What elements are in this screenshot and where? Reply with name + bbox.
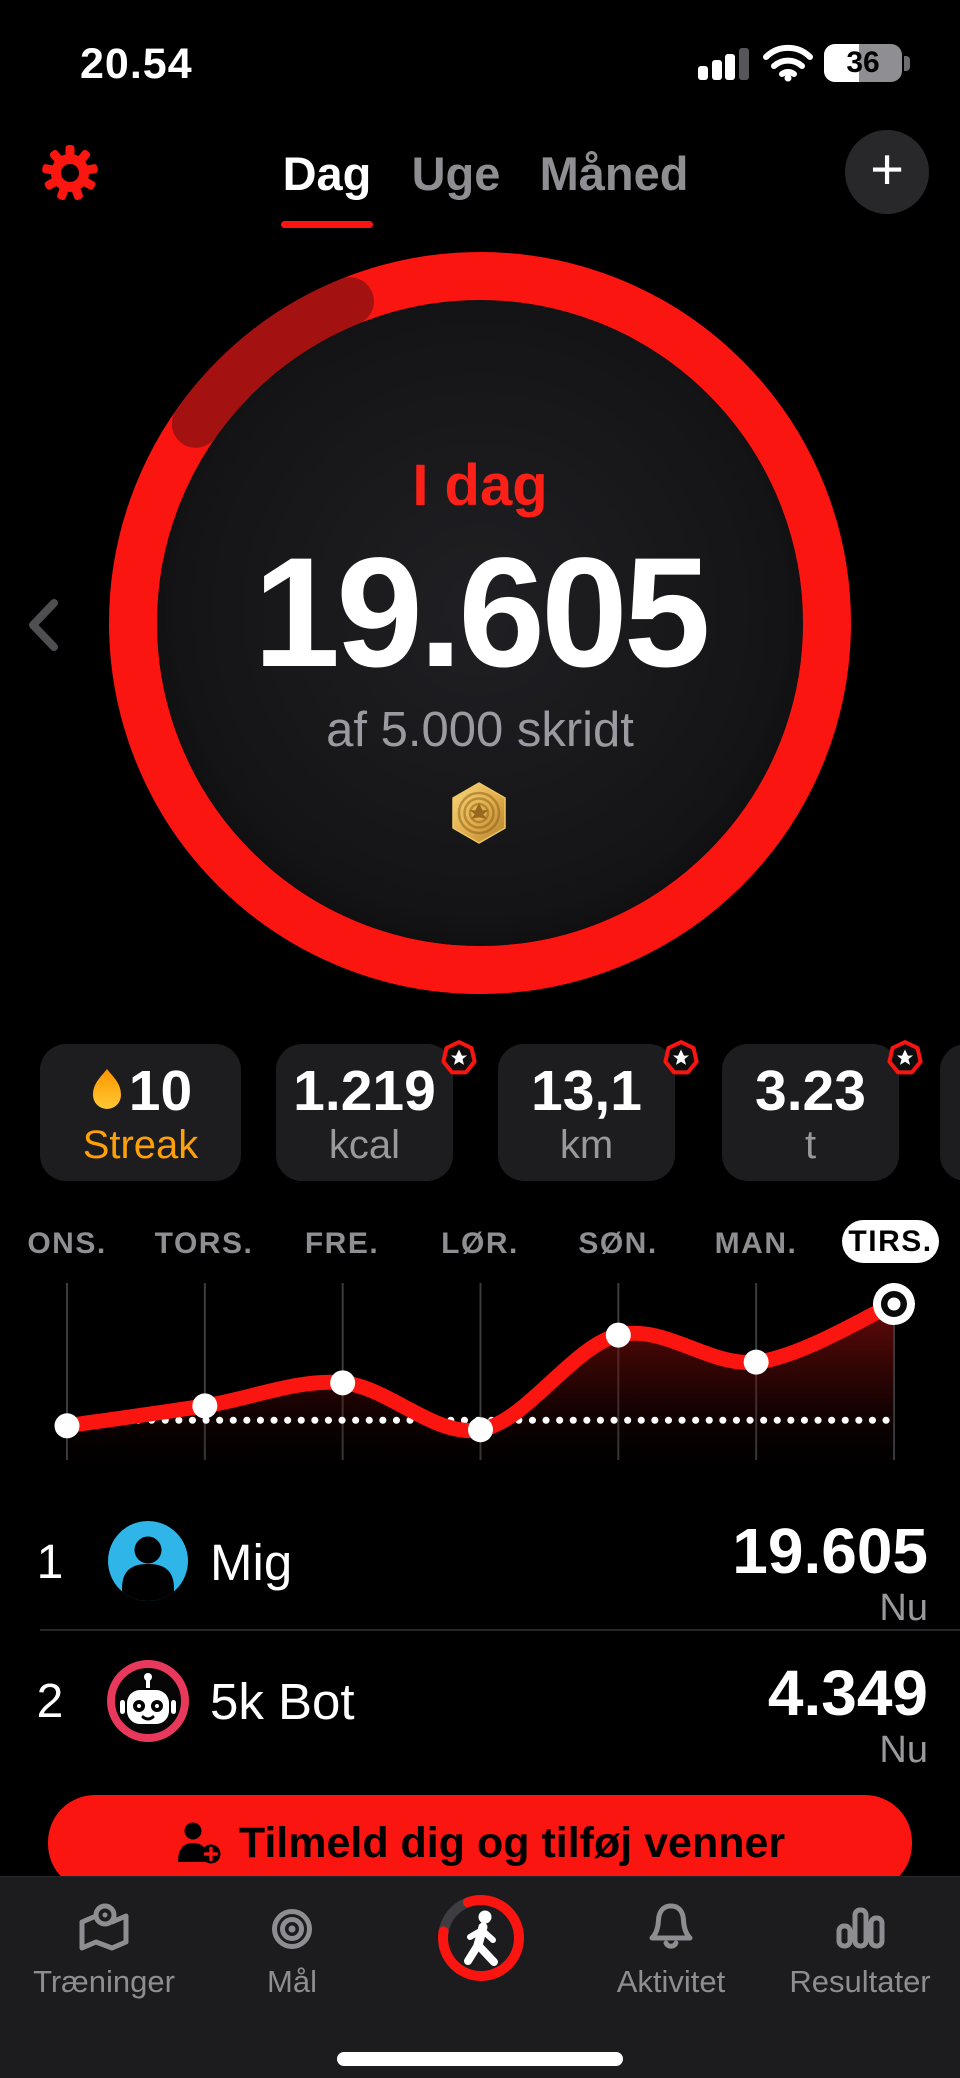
- tab-steps-active[interactable]: [435, 1892, 527, 1984]
- avatar-me[interactable]: [108, 1521, 188, 1601]
- leaderboard-rank: 2: [36, 1675, 64, 1728]
- stat-label: t: [804, 1123, 817, 1167]
- home-indicator[interactable]: [337, 2052, 623, 2066]
- active-tab-underline: [281, 221, 373, 228]
- battery-fill: [824, 44, 860, 82]
- tab-workouts-label[interactable]: Træninger: [33, 1964, 175, 1999]
- day-label-fri: FRE.: [304, 1227, 380, 1260]
- divider: [40, 1629, 960, 1631]
- signup-friends-button[interactable]: Tilmeld dig og tilføj venner: [48, 1795, 912, 1891]
- today-label: I dag: [412, 453, 548, 518]
- tab-activity-label[interactable]: Aktivitet: [616, 1964, 726, 1999]
- leaderboard-value: 4.349: [767, 1657, 928, 1729]
- leaderboard-status: Nu: [879, 1587, 928, 1629]
- stat-card-km[interactable]: 13,1 km: [498, 1044, 675, 1181]
- goal-text: af 5.000 skridt: [326, 703, 634, 757]
- person-add-icon: [177, 1822, 221, 1864]
- steps-week-chart[interactable]: [0, 1270, 960, 1470]
- leaderboard-name[interactable]: 5k Bot: [210, 1673, 355, 1730]
- stat-label: kcal: [328, 1123, 401, 1167]
- stat-label: Streak: [82, 1123, 199, 1167]
- day-label-thu: TORS.: [154, 1227, 254, 1260]
- battery-icon: 36: [824, 44, 902, 82]
- leaderboard-value: 19.605: [732, 1515, 928, 1587]
- signal-icon: [698, 48, 749, 80]
- day-label-sat: LØR.: [441, 1227, 519, 1260]
- status-time: 20.54: [80, 40, 193, 88]
- stat-label: km: [559, 1123, 614, 1167]
- tab-week[interactable]: Uge: [411, 147, 501, 200]
- wifi-icon: [763, 44, 813, 82]
- battery-percent: 36: [846, 46, 880, 79]
- leaderboard-name[interactable]: Mig: [210, 1534, 293, 1591]
- stat-value: 13,1: [531, 1059, 642, 1123]
- stat-value: 1.219: [293, 1059, 436, 1123]
- activity-bell-icon[interactable]: [642, 1898, 700, 1958]
- leaderboard-status: Nu: [879, 1729, 928, 1771]
- star-badge-icon: [663, 1040, 699, 1075]
- stat-card-time[interactable]: 3.23 t: [722, 1044, 899, 1181]
- tab-goals-label[interactable]: Mål: [267, 1964, 317, 1999]
- achievement-medal-icon[interactable]: [447, 780, 511, 846]
- day-label-today-pill: TIRS.: [842, 1220, 939, 1263]
- stat-value: 10: [128, 1059, 193, 1123]
- day-label-sun: SØN.: [578, 1227, 658, 1260]
- goals-target-icon[interactable]: [263, 1900, 321, 1958]
- star-badge-icon: [441, 1040, 477, 1075]
- step-count: 19.605: [253, 526, 710, 700]
- stat-value: 3.23: [755, 1059, 866, 1123]
- battery-nub: [904, 56, 910, 71]
- tab-month[interactable]: Måned: [539, 147, 689, 200]
- flame-icon: [92, 1069, 121, 1109]
- workouts-map-icon[interactable]: [75, 1898, 133, 1958]
- stat-card-kcal[interactable]: 1.219 kcal: [276, 1044, 453, 1181]
- chevron-left-icon[interactable]: [22, 596, 64, 654]
- robot-icon: [120, 1673, 176, 1724]
- ring-progress-cap: [171, 277, 374, 448]
- results-chart-icon[interactable]: [831, 1898, 889, 1958]
- progress-ring: [109, 252, 851, 994]
- settings-gear-icon[interactable]: [41, 144, 99, 202]
- star-badge-icon: [887, 1040, 923, 1075]
- stat-card-streak[interactable]: 10 Streak: [40, 1044, 241, 1181]
- add-button[interactable]: +: [845, 130, 929, 214]
- tab-day[interactable]: Dag: [282, 147, 372, 200]
- walking-person-icon: [464, 1910, 498, 1966]
- stat-card-partial[interactable]: [940, 1044, 960, 1181]
- avatar-bot[interactable]: [107, 1660, 189, 1742]
- leaderboard-rank: 1: [36, 1536, 64, 1589]
- person-icon: [122, 1536, 174, 1601]
- day-label-wed: ONS.: [27, 1227, 107, 1260]
- tab-results-label[interactable]: Resultater: [789, 1964, 931, 1999]
- signup-button-label: Tilmeld dig og tilføj venner: [238, 1818, 786, 1867]
- plus-icon: +: [870, 137, 904, 202]
- day-label-mon: MAN.: [714, 1227, 798, 1260]
